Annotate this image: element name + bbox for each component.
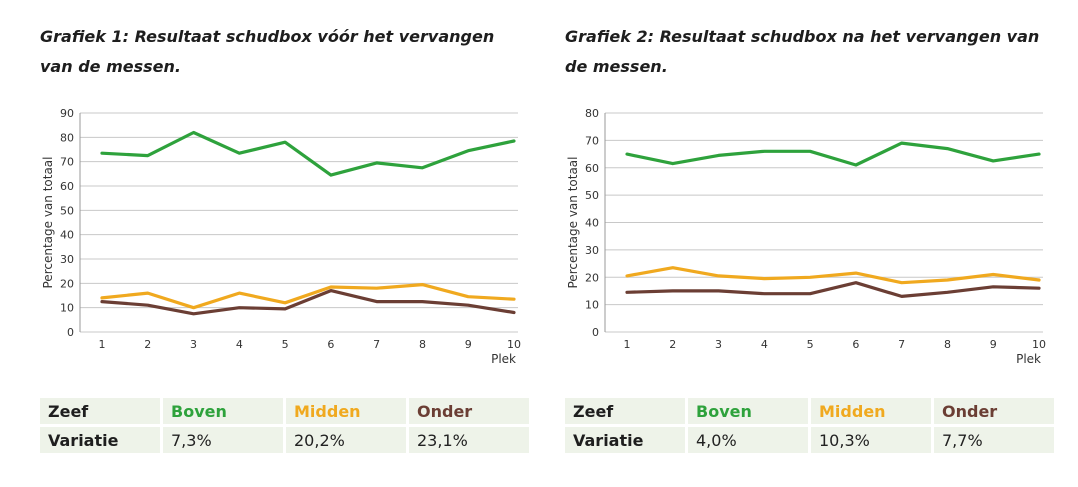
row-label-variatie: Variatie [565,427,685,453]
x-tick-label: 4 [236,338,243,351]
y-tick-label: 50 [585,189,599,202]
header-cell-onder: Onder [409,398,529,424]
y-tick-label: 20 [60,277,74,290]
variation-table-1: Zeef Boven Midden Onder Variatie 7,3% 20… [37,395,532,456]
x-tick-label: 1 [624,338,631,351]
y-tick-label: 40 [585,217,599,230]
x-tick-label: 4 [761,338,768,351]
series-line-boven [100,130,516,177]
chart-title: Grafiek 2: Resultaat schudbox na het ver… [565,27,1040,76]
y-tick-label: 10 [60,302,74,315]
x-tick-label: 8 [944,338,951,351]
y-tick-label: 40 [60,229,74,242]
x-tick-label: 6 [327,338,334,351]
chart-title: Grafiek 1: Resultaat schudbox vóór het v… [40,27,495,76]
y-tick-label: 50 [60,204,74,217]
x-tick-label: 8 [419,338,426,351]
series-line-midden [625,266,1041,285]
y-tick-label: 10 [585,299,599,312]
y-tick-label: 0 [67,326,74,339]
table-row-variatie: Variatie 7,3% 20,2% 23,1% [40,427,529,453]
x-axis-label: Plek [1016,352,1041,366]
x-axis-label: Plek [491,352,516,366]
x-tick-label: 7 [373,338,380,351]
y-tick-label: 80 [60,131,74,144]
x-tick-label: 9 [465,338,472,351]
x-tick-label: 7 [898,338,905,351]
y-tick-label: 70 [585,134,599,147]
value-boven: 4,0% [688,427,808,453]
header-cell-onder: Onder [934,398,1054,424]
value-midden: 20,2% [286,427,406,453]
series-line-onder [625,281,1041,298]
y-tick-label: 60 [60,180,74,193]
series-line-boven [625,141,1041,167]
header-cell-zeef: Zeef [565,398,685,424]
header-cell-midden: Midden [811,398,931,424]
value-onder: 7,7% [934,427,1054,453]
chart-panel-2: Grafiek 2: Resultaat schudbox na het ver… [565,0,1065,487]
y-tick-label: 60 [585,162,599,175]
value-midden: 10,3% [811,427,931,453]
table-row-variatie: Variatie 4,0% 10,3% 7,7% [565,427,1054,453]
variation-table-2: Zeef Boven Midden Onder Variatie 4,0% 10… [562,395,1057,456]
x-tick-label: 5 [807,338,814,351]
x-tick-label: 10 [507,338,521,351]
header-cell-boven: Boven [688,398,808,424]
y-tick-label: 30 [60,253,74,266]
header-cell-boven: Boven [163,398,283,424]
x-tick-label: 3 [715,338,722,351]
y-tick-label: 30 [585,244,599,257]
row-label-variatie: Variatie [40,427,160,453]
header-cell-zeef: Zeef [40,398,160,424]
x-tick-label: 5 [282,338,289,351]
y-tick-label: 90 [60,107,74,120]
x-tick-label: 9 [990,338,997,351]
x-tick-label: 2 [144,338,151,351]
x-tick-label: 1 [99,338,106,351]
y-axis-label: Percentage van totaal [41,157,55,289]
x-tick-label: 10 [1032,338,1046,351]
value-onder: 23,1% [409,427,529,453]
series-line-onder [100,289,516,316]
value-boven: 7,3% [163,427,283,453]
y-tick-label: 20 [585,271,599,284]
series-line-midden [100,283,516,310]
y-axis-label: Percentage van totaal [566,157,580,289]
x-tick-label: 3 [190,338,197,351]
y-tick-label: 70 [60,156,74,169]
y-tick-label: 0 [592,326,599,339]
x-tick-label: 6 [852,338,859,351]
chart-panel-1: Grafiek 1: Resultaat schudbox vóór het v… [40,0,540,487]
table-header-row: Zeef Boven Midden Onder [40,398,529,424]
y-tick-label: 80 [585,107,599,120]
header-cell-midden: Midden [286,398,406,424]
x-tick-label: 2 [669,338,676,351]
table-header-row: Zeef Boven Midden Onder [565,398,1054,424]
